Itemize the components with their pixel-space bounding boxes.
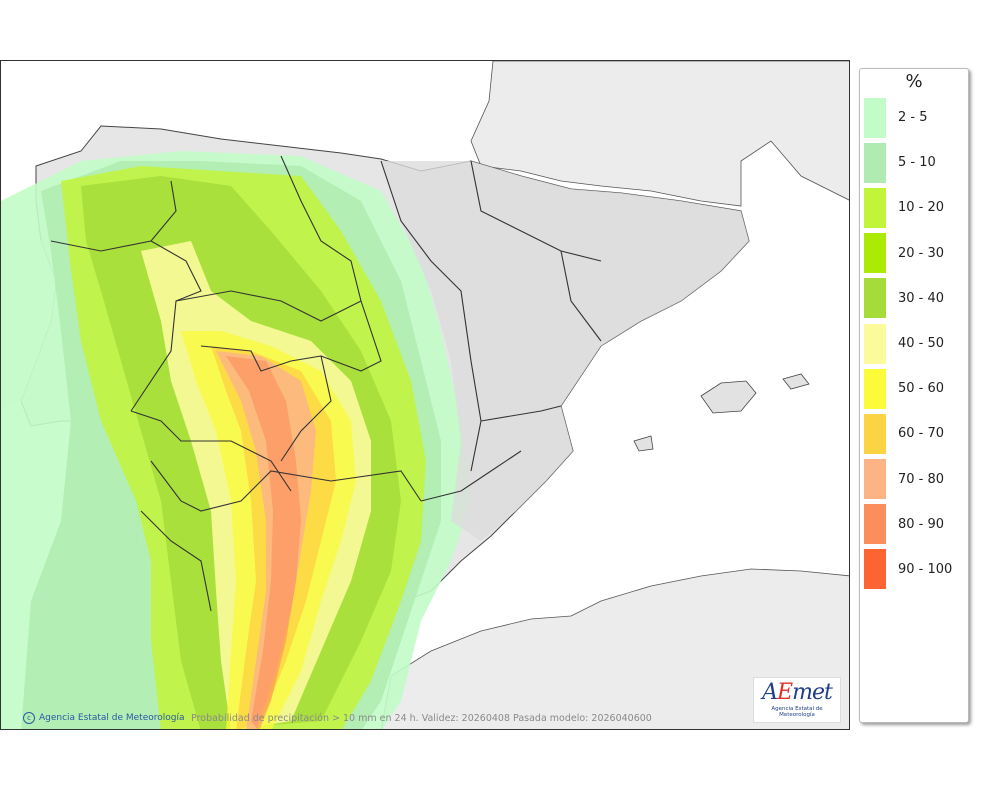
legend: % 2 - 5 5 - 10 10 - 20 20 - 30 30 - 40 40 - 5… [859, 68, 969, 723]
legend-item: 20 - 30 [860, 231, 968, 276]
legend-rows: 2 - 5 5 - 10 10 - 20 20 - 30 30 - 40 40 - 50 5… [860, 95, 968, 592]
legend-swatch [864, 459, 886, 500]
legend-item: 90 - 100 [860, 547, 968, 592]
mallorca [700, 380, 757, 414]
legend-item: 10 - 20 [860, 185, 968, 230]
legend-label: 20 - 30 [898, 245, 945, 261]
legend-item: 70 - 80 [860, 457, 968, 502]
legend-label: 30 - 40 [898, 290, 945, 306]
legend-label: 80 - 90 [898, 516, 945, 532]
legend-item: 80 - 90 [860, 502, 968, 547]
legend-swatch [864, 142, 886, 183]
relief-area [381, 161, 749, 541]
legend-swatch [864, 323, 886, 364]
legend-item: 60 - 70 [860, 411, 968, 456]
legend-swatch [864, 97, 886, 138]
legend-item: 5 - 10 [860, 140, 968, 185]
copyright-icon: c [23, 712, 35, 724]
probability-bands [1, 151, 471, 729]
legend-swatch [864, 413, 886, 454]
legend-item: 2 - 5 [860, 95, 968, 140]
map-panel[interactable]: c Agencia Estatal de Meteorología Probab… [0, 60, 850, 730]
legend-item: 40 - 50 [860, 321, 968, 366]
credit-line: c Agencia Estatal de Meteorología [23, 712, 185, 724]
legend-label: 2 - 5 [898, 110, 928, 126]
africa-land [380, 568, 849, 729]
legend-label: 10 - 20 [898, 200, 945, 216]
legend-swatch [864, 233, 886, 274]
legend-swatch [864, 504, 886, 545]
legend-swatch [864, 278, 886, 319]
legend-swatch [864, 368, 886, 409]
aemet-logo-subtitle: Agencia Estatal de Meteorología [771, 706, 823, 718]
legend-label: 50 - 60 [898, 381, 945, 397]
legend-swatch [864, 549, 886, 590]
ibiza [633, 435, 654, 452]
region-borders [50, 155, 602, 612]
menorca [782, 373, 810, 390]
credit-text: Agencia Estatal de Meteorología [39, 713, 185, 723]
legend-unit: % [905, 71, 923, 92]
legend-item: 30 - 40 [860, 276, 968, 321]
france-land [470, 61, 849, 207]
legend-label: 90 - 100 [898, 561, 953, 577]
precipitation-map [1, 61, 849, 729]
aemet-logo-mark: AEmet [762, 680, 833, 705]
map-caption: Probabilidad de precipitación > 10 mm en… [191, 713, 652, 724]
aemet-logo: AEmet Agencia Estatal de Meteorología [753, 677, 841, 723]
legend-item: 50 - 60 [860, 366, 968, 411]
legend-label: 60 - 70 [898, 426, 945, 442]
legend-swatch [864, 187, 886, 228]
legend-label: 70 - 80 [898, 471, 945, 487]
legend-label: 40 - 50 [898, 336, 945, 352]
legend-label: 5 - 10 [898, 155, 936, 171]
